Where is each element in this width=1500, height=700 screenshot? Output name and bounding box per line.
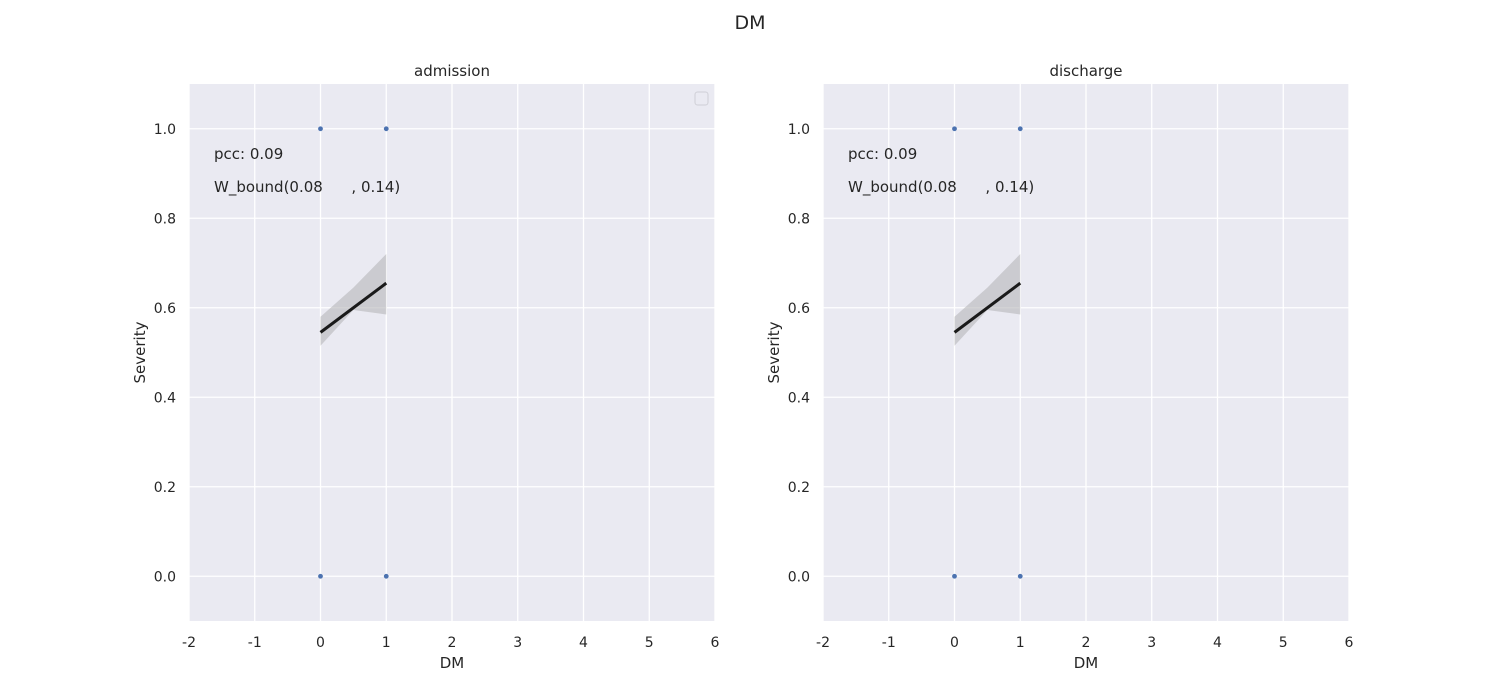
- y-tick-label: 1.0: [788, 122, 810, 138]
- legend-box: [694, 91, 709, 106]
- data-point: [951, 125, 958, 132]
- x-tick-label: 2: [1082, 635, 1091, 651]
- figure-suptitle: DM: [734, 12, 765, 34]
- y-tick-label: 0.2: [154, 480, 176, 496]
- y-axis-label: Severity: [131, 321, 149, 383]
- y-tick-label: 0.2: [788, 480, 810, 496]
- y-tick-label: 0.6: [154, 301, 176, 317]
- x-tick-label: -2: [816, 635, 830, 651]
- x-tick-label: 1: [1016, 635, 1025, 651]
- w-bound-annotation: W_bound(0.08 , 0.14): [848, 178, 1034, 197]
- x-tick-label: 3: [1147, 635, 1156, 651]
- x-tick-label: 4: [1213, 635, 1222, 651]
- y-tick-label: 1.0: [154, 122, 176, 138]
- y-tick-label: 0.8: [154, 211, 176, 227]
- panel-discharge: -2 -1 0 1 2 3 4 5 6 0.0 0.2 0.4 0.6 0.8 1.0 pcc: 0.09 W_…: [765, 62, 1354, 672]
- data-point: [317, 125, 324, 132]
- x-tick-label: 5: [645, 635, 654, 651]
- x-tick-label: -1: [248, 635, 262, 651]
- x-tick-label: 0: [316, 635, 325, 651]
- x-tick-label: 1: [382, 635, 391, 651]
- data-point: [1017, 125, 1024, 132]
- y-tick-label: 0.4: [154, 390, 176, 406]
- confidence-band: [320, 254, 387, 346]
- x-tick-label: 0: [950, 635, 959, 651]
- y-axis-label: Severity: [765, 321, 783, 383]
- confidence-band: [954, 254, 1021, 346]
- x-axis-label: DM: [1074, 654, 1099, 672]
- data-point: [1017, 573, 1024, 580]
- x-tick-label: 3: [513, 635, 522, 651]
- y-tick-label: 0.4: [788, 390, 810, 406]
- x-tick-label: 4: [579, 635, 588, 651]
- x-tick-label: 6: [1345, 635, 1354, 651]
- panel-title: discharge: [1049, 62, 1122, 80]
- x-tick-label: 2: [448, 635, 457, 651]
- panel-admission: -2 -1 0 1 2 3 4 5 6 0.0 0.2 0.4 0.6 0.8 1.0 pcc: 0.09 W_…: [131, 62, 720, 672]
- y-tick-label: 0.0: [788, 569, 810, 585]
- pcc-annotation: pcc: 0.09: [848, 145, 917, 163]
- x-axis-label: DM: [440, 654, 465, 672]
- data-point: [383, 573, 390, 580]
- data-point: [383, 125, 390, 132]
- y-tick-label: 0.6: [788, 301, 810, 317]
- data-point: [951, 573, 958, 580]
- panel-title: admission: [414, 62, 490, 80]
- x-tick-label: 5: [1279, 635, 1288, 651]
- x-tick-label: 6: [711, 635, 720, 651]
- y-tick-label: 0.0: [154, 569, 176, 585]
- data-point: [317, 573, 324, 580]
- x-tick-label: -1: [882, 635, 896, 651]
- regression-line: [953, 281, 1022, 334]
- y-tick-label: 0.8: [788, 211, 810, 227]
- x-tick-label: -2: [182, 635, 196, 651]
- pcc-annotation: pcc: 0.09: [214, 145, 283, 163]
- w-bound-annotation: W_bound(0.08 , 0.14): [214, 178, 400, 197]
- regression-line: [319, 281, 388, 334]
